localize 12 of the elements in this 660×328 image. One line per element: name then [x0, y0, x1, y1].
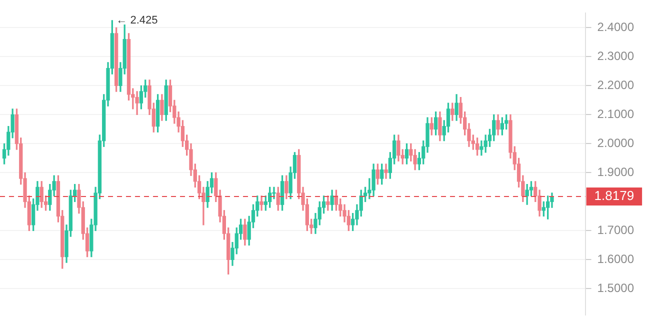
y-tick-label: 2.1000: [597, 107, 634, 122]
y-tick-label: 1.6000: [597, 252, 634, 266]
annotation: ← 2.425: [116, 14, 158, 26]
y-tick-label: 2.3000: [597, 49, 634, 64]
y-tick-label: 1.7000: [597, 223, 634, 238]
y-tick-label: 1.5000: [597, 281, 634, 296]
y-tick-label: 2.4000: [597, 20, 634, 34]
ref-line-label: 1.8179: [594, 188, 634, 204]
y-tick-label: 2.2000: [597, 78, 634, 92]
candlestick: [384, 164, 388, 179]
y-tick-label: 1.9000: [597, 165, 634, 180]
y-tick-label: 2.0000: [597, 136, 634, 150]
